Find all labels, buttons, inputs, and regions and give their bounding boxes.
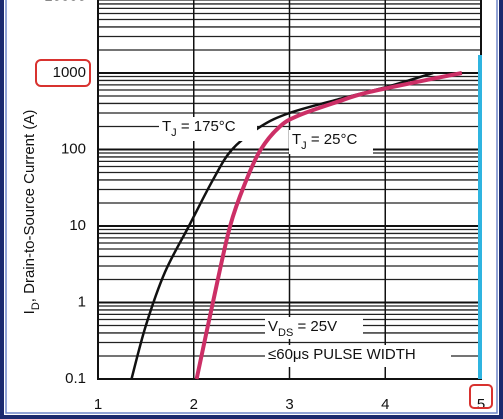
annotation: TJ = 25°C — [292, 131, 357, 152]
annotation: TJ = 175°C — [162, 118, 236, 139]
y-tick-label: 10 — [69, 217, 86, 234]
text-rest: = 25V — [293, 318, 337, 335]
x-tick-label: 4 — [381, 396, 389, 413]
text-sub: J — [171, 127, 177, 139]
text-main: T — [162, 118, 171, 135]
text-main: T — [292, 131, 301, 148]
annotation: ≤60μs PULSE WIDTH — [268, 346, 416, 363]
series-line — [194, 71, 463, 380]
text-main: ≤60μs PULSE WIDTH — [268, 346, 416, 363]
y-tick-label: 100 — [61, 140, 86, 157]
highlight-box — [469, 384, 493, 409]
x-tick-label: 1 — [94, 396, 102, 413]
text-main: I — [21, 310, 38, 314]
text-sub: DS — [278, 327, 293, 339]
y-axis-label: ID, Drain-to-Source Current (A) — [21, 110, 42, 315]
text-rest: = 25°C — [307, 131, 358, 148]
x-tick-label: 2 — [190, 396, 198, 413]
label-bg — [265, 345, 451, 367]
plot: 0.111010010001000012345TJ = 175°CTJ = 25… — [21, 0, 485, 413]
label-bg — [289, 130, 373, 154]
annotation: VDS = 25V — [268, 318, 337, 339]
text-rest: = 175°C — [177, 118, 236, 135]
y-tick-label: 1 — [78, 293, 86, 310]
text-sub: J — [301, 140, 307, 152]
y-tick-label: 1000 — [53, 64, 86, 81]
x-tick-label: 3 — [285, 396, 293, 413]
text-sub: D — [30, 302, 42, 310]
label-bg — [265, 317, 363, 339]
frame-inner — [5, 0, 498, 414]
text-rest: , Drain-to-Source Current (A) — [21, 110, 38, 303]
x-tick-label: 5 — [477, 396, 485, 413]
label-bg — [159, 117, 257, 141]
y-tick-label: 0.1 — [65, 370, 86, 387]
highlight-box — [35, 59, 91, 87]
text-main: V — [268, 318, 278, 335]
y-tick-label: 10000 — [44, 0, 86, 4]
